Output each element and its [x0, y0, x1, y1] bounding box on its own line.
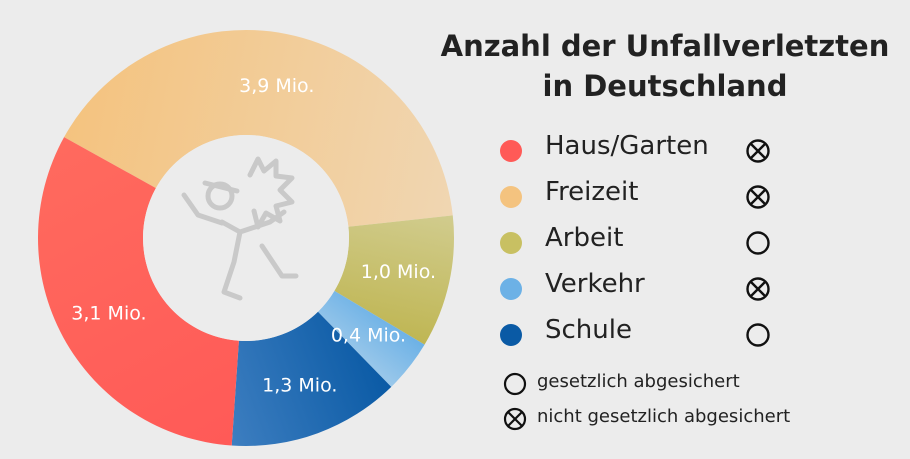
slice-freizeit — [64, 29, 453, 227]
legend-item: Arbeit — [500, 222, 790, 262]
legend-label: Haus/Garten — [545, 131, 709, 161]
slice-label: 1,3 Mio. — [262, 374, 337, 396]
legend-item: Verkehr — [500, 268, 790, 308]
slice-label: 3,9 Mio. — [239, 75, 314, 97]
legend-swatch — [500, 232, 522, 254]
slice-schule — [231, 311, 392, 447]
empty-circle-icon — [746, 231, 770, 255]
slice-label: 1,0 Mio. — [361, 261, 436, 283]
slice-label: 0,4 Mio. — [331, 325, 406, 347]
legend-label: Freizeit — [545, 177, 639, 207]
chart-title: Anzahl der Unfallverletzten in Deutschla… — [440, 26, 890, 106]
legend-swatch — [500, 324, 522, 346]
crossed-circle-icon — [746, 277, 770, 301]
donut-hole — [143, 135, 349, 341]
key-not-insured-label: nicht gesetzlich abgesichert — [537, 406, 791, 427]
slice-label: 3,1 Mio. — [71, 302, 146, 324]
legend-swatch — [500, 186, 522, 208]
slice-arbeit — [334, 215, 454, 345]
chart-title-line-1: Anzahl der Unfallverletzten — [440, 29, 890, 63]
legend-label: Schule — [545, 315, 632, 345]
legend-item: Freizeit — [500, 176, 790, 216]
legend-item: Haus/Garten — [500, 130, 790, 170]
crossed-circle-icon — [746, 185, 770, 209]
legend-item: Schule — [500, 314, 790, 354]
legend-label: Verkehr — [545, 269, 645, 299]
legend-label: Arbeit — [545, 223, 624, 253]
legend-swatch — [500, 278, 522, 300]
empty-circle-icon — [503, 372, 527, 396]
falling-person-icon — [181, 156, 299, 301]
key-insured-label: gesetzlich abgesichert — [537, 371, 740, 392]
crossed-circle-icon — [746, 139, 770, 163]
empty-circle-icon — [746, 323, 770, 347]
slice-verkehr — [317, 290, 425, 387]
chart-title-line-2: in Deutschland — [542, 69, 788, 103]
slice-haus-garten — [37, 137, 239, 446]
crossed-circle-icon — [503, 407, 527, 431]
legend-swatch — [500, 140, 522, 162]
